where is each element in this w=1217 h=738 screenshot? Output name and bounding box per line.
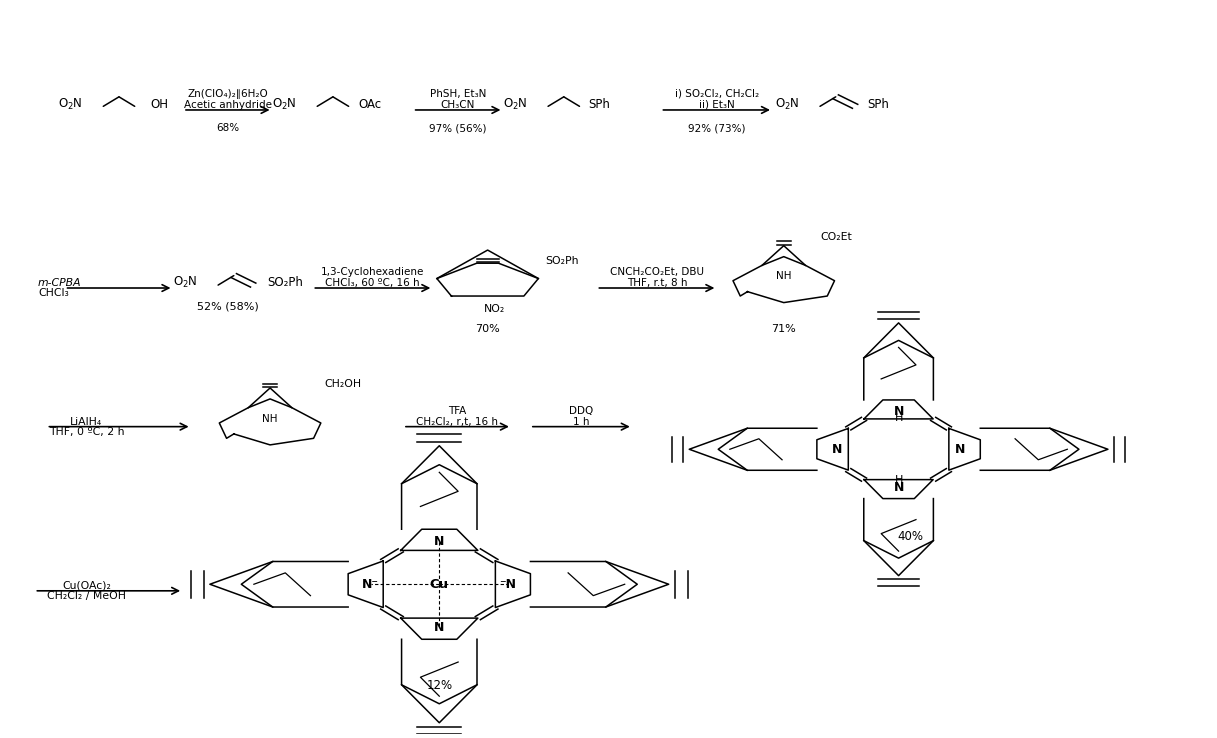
Text: 71%: 71% bbox=[772, 324, 796, 334]
Text: N: N bbox=[955, 443, 965, 456]
Text: Cu: Cu bbox=[430, 578, 449, 590]
Text: THF, r.t, 8 h: THF, r.t, 8 h bbox=[627, 278, 688, 288]
Text: Cu(OAc)₂: Cu(OAc)₂ bbox=[62, 581, 111, 590]
Text: 68%: 68% bbox=[217, 123, 240, 134]
Text: CHCl₃, 60 ºC, 16 h: CHCl₃, 60 ºC, 16 h bbox=[325, 278, 420, 288]
Text: Zn(ClO₄)₂∥6H₂O: Zn(ClO₄)₂∥6H₂O bbox=[187, 89, 268, 99]
Text: N: N bbox=[831, 443, 842, 456]
Text: 70%: 70% bbox=[476, 324, 500, 334]
Text: SO₂Ph: SO₂Ph bbox=[545, 256, 579, 266]
Text: Acetic anhydride: Acetic anhydride bbox=[184, 100, 271, 110]
Text: CH₃CN: CH₃CN bbox=[441, 100, 475, 110]
Text: CH₂Cl₂, r,t, 16 h: CH₂Cl₂, r,t, 16 h bbox=[416, 416, 499, 427]
Text: i) SO₂Cl₂, CH₂Cl₂: i) SO₂Cl₂, CH₂Cl₂ bbox=[674, 89, 758, 99]
Text: OH: OH bbox=[151, 97, 168, 111]
Text: N: N bbox=[434, 534, 444, 548]
Text: H: H bbox=[894, 413, 903, 423]
Text: OAc: OAc bbox=[358, 97, 381, 111]
Text: N⁻: N⁻ bbox=[363, 578, 378, 590]
Text: O$_2$N: O$_2$N bbox=[775, 97, 800, 111]
Text: N: N bbox=[893, 405, 904, 418]
Text: N: N bbox=[893, 480, 904, 494]
Text: O$_2$N: O$_2$N bbox=[58, 97, 83, 111]
Text: THF, 0 ºC, 2 h: THF, 0 ºC, 2 h bbox=[49, 427, 124, 437]
Text: 97% (56%): 97% (56%) bbox=[430, 123, 487, 134]
Text: NH: NH bbox=[263, 413, 277, 424]
Text: m-CPBA: m-CPBA bbox=[38, 278, 82, 288]
Text: 40%: 40% bbox=[898, 530, 924, 543]
Text: CH₂OH: CH₂OH bbox=[325, 379, 361, 389]
Text: NH: NH bbox=[776, 272, 791, 281]
Text: ii) Et₃N: ii) Et₃N bbox=[699, 100, 735, 110]
Text: 1,3-Cyclohexadiene: 1,3-Cyclohexadiene bbox=[321, 267, 425, 277]
Text: SO₂Ph: SO₂Ph bbox=[268, 277, 303, 289]
Text: CO₂Et: CO₂Et bbox=[820, 232, 852, 242]
Text: PhSH, Et₃N: PhSH, Et₃N bbox=[430, 89, 487, 99]
Text: LiAlH₄: LiAlH₄ bbox=[71, 416, 102, 427]
Text: SPh: SPh bbox=[868, 97, 890, 111]
Text: O$_2$N: O$_2$N bbox=[273, 97, 297, 111]
Text: 12%: 12% bbox=[426, 679, 453, 692]
Text: CNCH₂CO₂Et, DBU: CNCH₂CO₂Et, DBU bbox=[610, 267, 703, 277]
Text: CHCl₃: CHCl₃ bbox=[38, 288, 68, 298]
Text: O$_2$N: O$_2$N bbox=[173, 275, 197, 291]
Text: ⁻N: ⁻N bbox=[499, 578, 516, 590]
Text: SPh: SPh bbox=[588, 97, 610, 111]
Text: TFA: TFA bbox=[448, 406, 466, 415]
Text: CH₂Cl₂ / MeOH: CH₂Cl₂ / MeOH bbox=[47, 591, 125, 601]
Text: H: H bbox=[894, 475, 903, 486]
Text: DDQ: DDQ bbox=[570, 406, 594, 415]
Text: NO₂: NO₂ bbox=[484, 304, 505, 314]
Text: O$_2$N: O$_2$N bbox=[503, 97, 528, 111]
Text: 52% (58%): 52% (58%) bbox=[197, 302, 259, 312]
Text: 1 h: 1 h bbox=[573, 416, 589, 427]
Text: N: N bbox=[434, 621, 444, 634]
Text: 92% (73%): 92% (73%) bbox=[688, 123, 746, 134]
